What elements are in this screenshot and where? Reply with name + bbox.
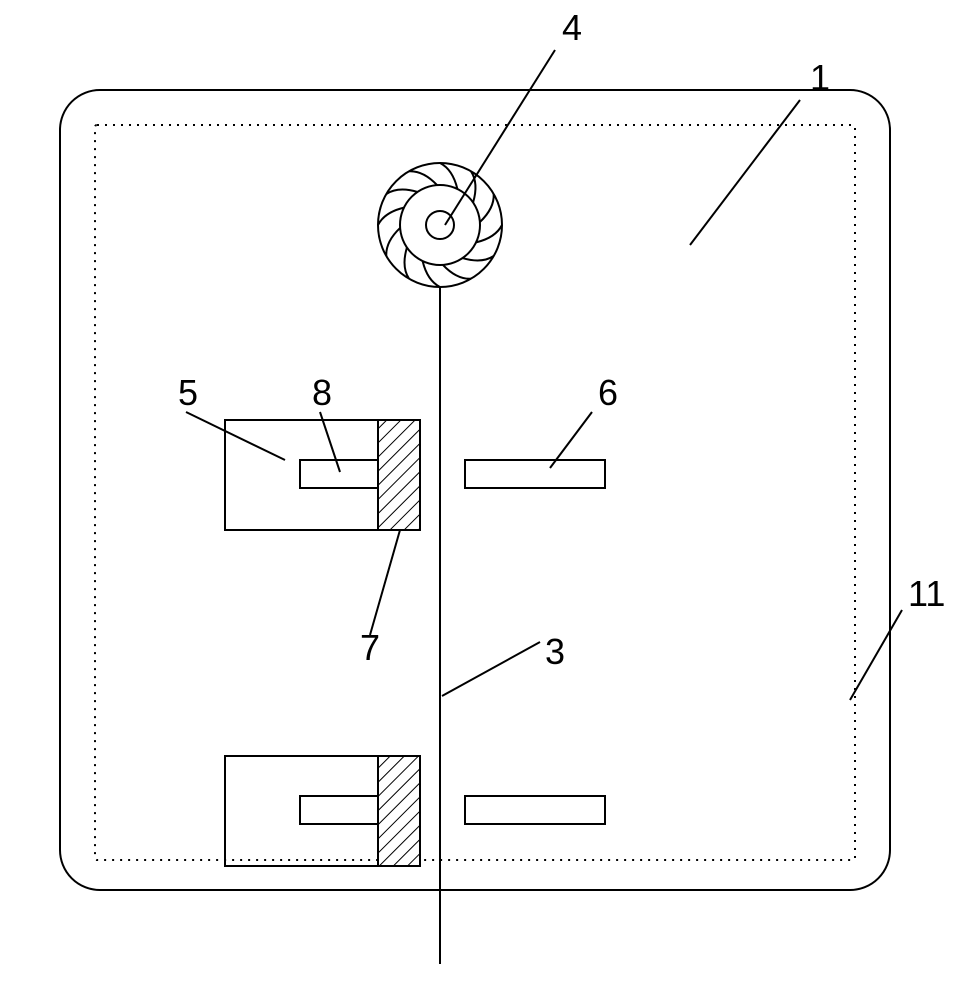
label-leader-7 <box>370 530 400 635</box>
module-lower-inner-bar <box>300 796 378 824</box>
label-3: 3 <box>545 631 565 672</box>
label-11: 11 <box>908 573 945 614</box>
label-leader-1 <box>690 100 800 245</box>
fan-blade <box>443 265 471 279</box>
fan-inner-circle <box>400 185 480 265</box>
label-4: 4 <box>562 7 582 48</box>
label-1: 1 <box>810 57 830 98</box>
label-leader-4 <box>445 50 555 225</box>
label-7: 7 <box>360 627 380 668</box>
module-upper-hatch <box>378 420 420 530</box>
module-upper-inner-bar <box>300 460 378 488</box>
module-upper-right-bar <box>465 460 605 488</box>
fan-blade <box>462 256 493 260</box>
label-5: 5 <box>178 372 198 413</box>
module-lower-right-bar <box>465 796 605 824</box>
fan-blade <box>386 190 417 194</box>
fan-blade <box>405 247 409 278</box>
label-6: 6 <box>598 372 618 413</box>
label-8: 8 <box>312 372 332 413</box>
engineering-diagram: 4 1 5 8 6 7 3 11 <box>0 0 973 1000</box>
fan-blade <box>480 194 494 222</box>
module-lower-hatch <box>378 756 420 866</box>
fan-blade <box>386 228 400 256</box>
fan-blade <box>409 171 437 185</box>
label-leader-3 <box>442 642 540 696</box>
label-leader-11 <box>850 610 902 700</box>
